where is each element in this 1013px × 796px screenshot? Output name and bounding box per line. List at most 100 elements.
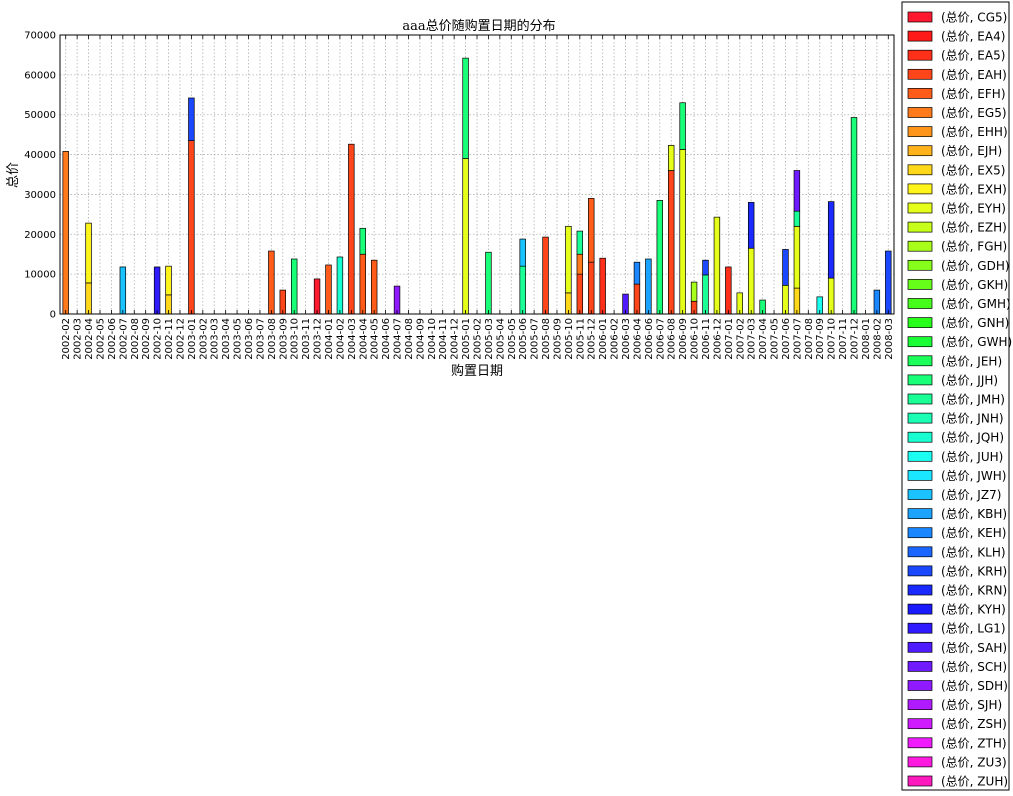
legend-swatch xyxy=(907,68,933,80)
y-tick-label: 40000 xyxy=(24,150,56,161)
legend-swatch xyxy=(907,699,933,710)
x-tick-label: 2005-04 xyxy=(495,318,506,360)
legend-label: (总价, SDH) xyxy=(941,679,1008,693)
legend-label: (总价, JQH) xyxy=(941,431,1004,445)
y-tick-label: 10000 xyxy=(24,270,56,281)
x-tick-label: 2002-05 xyxy=(95,318,106,360)
legend-label: (总价, EFH) xyxy=(941,87,1006,101)
legend-label: (总价, SAH) xyxy=(941,641,1007,655)
legend-swatch xyxy=(907,680,933,691)
legend-label: (总价, EJH) xyxy=(941,144,1002,158)
y-tick-label: 0 xyxy=(50,310,56,321)
legend-swatch xyxy=(907,584,933,596)
legend-swatch xyxy=(907,49,933,61)
legend-swatch xyxy=(907,11,933,23)
legend-swatch xyxy=(907,412,933,424)
bar-segment xyxy=(153,266,161,315)
legend-swatch xyxy=(907,317,933,328)
x-tick-label: 2005-11 xyxy=(575,318,586,360)
x-ticks: 2002-02 2002-03 2002-04 2002-05 2002-06 2002-… xyxy=(61,35,895,360)
bar-segment xyxy=(62,151,69,315)
bar-segment xyxy=(690,281,698,302)
x-tick-label: 2002-11 xyxy=(164,318,175,360)
x-tick-label: 2005-07 xyxy=(530,318,541,360)
legend-label: (总价, FGH) xyxy=(941,240,1007,254)
legend-swatch xyxy=(907,30,933,42)
legend-swatch xyxy=(907,279,933,290)
bar-segment xyxy=(850,117,858,315)
bar-segment xyxy=(782,284,789,315)
x-tick-label: 2006-08 xyxy=(667,318,678,360)
bars xyxy=(62,57,892,315)
x-tick-label: 2002-04 xyxy=(84,318,95,360)
bar-segment xyxy=(793,225,801,289)
x-tick-label: 2006-02 xyxy=(610,318,621,360)
x-tick-label: 2005-10 xyxy=(564,318,575,360)
x-tick-label: 2007-07 xyxy=(792,318,803,360)
bar-segment xyxy=(702,274,709,315)
x-tick-label: 2002-10 xyxy=(153,318,164,360)
x-tick-label: 2004-12 xyxy=(450,318,461,360)
legend-swatch xyxy=(907,145,933,157)
bar-segment xyxy=(713,216,721,315)
legend-swatch xyxy=(907,107,933,118)
x-tick-label: 2007-04 xyxy=(758,318,769,360)
x-tick-label: 2008-02 xyxy=(872,318,883,360)
x-tick-label: 2005-06 xyxy=(518,318,529,360)
legend-label: (总价, KRN) xyxy=(941,584,1007,598)
legend-label: (总价, EX5) xyxy=(941,163,1005,177)
legend-swatch xyxy=(907,240,933,252)
y-axis-label: 总价 xyxy=(6,162,21,188)
legend-label: (总价, EXH) xyxy=(941,182,1007,196)
legend-label: (总价, GDH) xyxy=(941,259,1010,273)
legend-swatch xyxy=(907,489,933,500)
y-tick-label: 70000 xyxy=(24,31,56,42)
chart-title: aaa总价随购置日期的分布 xyxy=(402,18,555,34)
bar-segment xyxy=(827,201,835,279)
bar-segment xyxy=(747,247,755,315)
legend-label: (总价, ZSH) xyxy=(941,717,1007,731)
legend-label: (总价, KRH) xyxy=(941,564,1007,578)
bar-segment xyxy=(268,250,275,315)
y-tick-label: 30000 xyxy=(24,190,56,201)
legend-swatch xyxy=(907,202,933,214)
bar-segment xyxy=(462,57,469,159)
bar-segment xyxy=(576,253,584,275)
x-tick-label: 2004-02 xyxy=(335,318,346,360)
legend-label: (总价, JJH) xyxy=(941,373,998,387)
legend-label: (总价, EA4) xyxy=(941,30,1005,44)
legend-swatch xyxy=(907,527,933,539)
legend-label: (总价, EYH) xyxy=(941,202,1006,216)
bar-segment xyxy=(633,283,641,315)
x-tick-label: 2006-09 xyxy=(678,318,689,360)
bar-segment xyxy=(679,102,686,150)
bar-segment xyxy=(313,278,321,315)
x-tick-label: 2007-06 xyxy=(781,318,792,360)
x-tick-label: 2004-10 xyxy=(427,318,438,360)
bar-segment xyxy=(576,230,584,255)
bar-segment xyxy=(119,266,127,315)
legend-swatch xyxy=(907,298,933,309)
plot-frame xyxy=(59,34,895,315)
legend-label: (总价, EG5) xyxy=(941,106,1007,120)
x-tick-label: 2004-03 xyxy=(347,318,358,360)
x-tick-label: 2003-07 xyxy=(255,318,266,360)
x-tick-label: 2004-05 xyxy=(370,318,381,360)
bar-segment xyxy=(325,264,332,315)
x-tick-label: 2005-05 xyxy=(507,318,518,360)
legend-swatch xyxy=(907,374,933,386)
x-tick-label: 2002-02 xyxy=(61,318,72,360)
legend-swatch xyxy=(907,183,933,195)
x-tick-label: 2004-08 xyxy=(404,318,415,360)
x-tick-label: 2003-03 xyxy=(210,318,221,360)
bar-segment xyxy=(290,258,298,315)
bar-segment xyxy=(725,266,732,315)
legend-label: (总价, JZ7) xyxy=(941,488,1001,502)
legend-label: (总价, EAH) xyxy=(941,68,1007,82)
x-tick-label: 2004-04 xyxy=(358,318,369,360)
bar-segment xyxy=(645,258,652,315)
legend-swatch xyxy=(907,756,933,768)
x-tick-label: 2003-08 xyxy=(267,318,278,360)
legend-swatch xyxy=(907,718,933,730)
bar-segment xyxy=(336,256,344,315)
